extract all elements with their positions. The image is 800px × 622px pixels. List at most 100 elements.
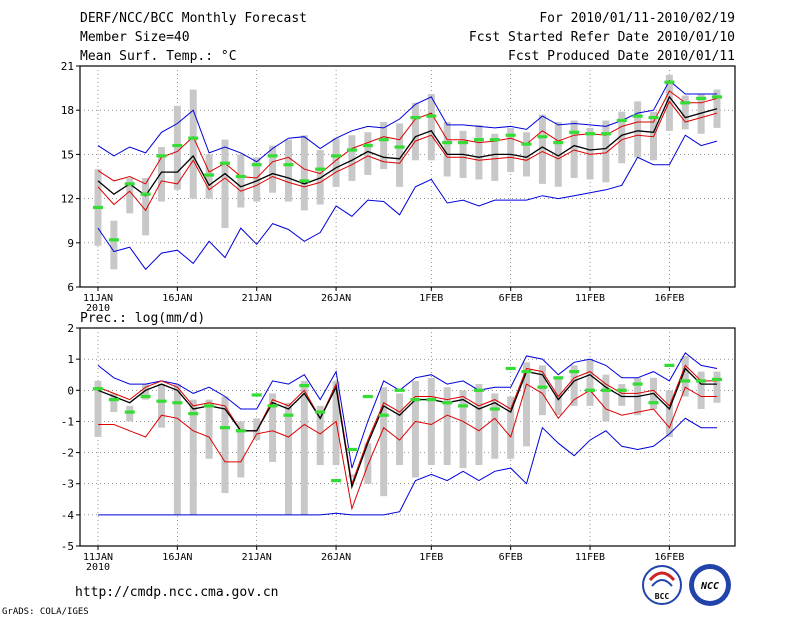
series-line-max (97, 352, 718, 469)
footer-credit: GrADS: COLA/IGES (2, 607, 89, 617)
spread-box (157, 384, 165, 428)
x-tick-label: 1FEB (419, 552, 443, 563)
x-tick-label: 21JAN (242, 293, 272, 304)
spread-box (570, 120, 578, 178)
spread-box (173, 105, 181, 190)
median-marker (378, 138, 389, 142)
x-tick-label: 11FEB (575, 552, 605, 563)
series-line-upper (97, 90, 718, 185)
spread-box (634, 101, 642, 158)
median-marker (93, 205, 103, 210)
spread-box (300, 380, 308, 515)
spread-box (427, 93, 435, 161)
median-marker (362, 143, 373, 148)
spread-box (269, 145, 277, 193)
spread-box (380, 387, 388, 497)
median-marker (712, 377, 722, 381)
precipitation-panel: -5 -4 -3 -2 -1 0 1 2 11JAN 16JAN 21JAN 26JAN 1FEB 6FE… (61, 322, 736, 573)
median-marker (331, 479, 342, 483)
spread-box (332, 138, 340, 187)
median-marker (204, 173, 215, 177)
median-marker (648, 401, 659, 405)
median-marker (553, 141, 564, 145)
y-tick-label: 0 (67, 384, 74, 397)
footer-url[interactable]: http://cmdp.ncc.cma.gov.cn (75, 585, 279, 600)
spread-box (237, 421, 245, 478)
series-line-upper (97, 364, 717, 486)
median-marker (140, 192, 151, 196)
median-marker (505, 366, 516, 371)
spread-box (205, 399, 213, 459)
median-marker (331, 154, 342, 158)
median-marker (712, 95, 722, 99)
median-marker (251, 393, 262, 397)
x-tick-label: 6FEB (499, 293, 523, 304)
median-marker (93, 387, 103, 391)
y-tick-label: -2 (61, 447, 74, 460)
spread-box (300, 135, 308, 211)
series-line-mean (97, 367, 717, 490)
spread-box (380, 121, 388, 170)
series-line-lower (98, 383, 717, 511)
median-marker (219, 426, 230, 430)
x-tick-label: 21JAN (242, 552, 272, 563)
median-marker (251, 163, 262, 167)
median-marker (267, 154, 278, 158)
spread-box (443, 387, 451, 466)
spread-box (189, 89, 197, 199)
median-marker (473, 388, 484, 392)
median-marker (696, 96, 707, 101)
spread-box (173, 384, 181, 515)
x-tick-label: 6FEB (499, 552, 523, 563)
median-marker (315, 167, 326, 171)
spread-box (586, 359, 594, 406)
median-marker (600, 132, 611, 136)
series-line-min (98, 417, 717, 516)
median-marker (299, 384, 310, 388)
median-marker (410, 398, 421, 402)
x-year-label: 2010 (86, 303, 110, 314)
spread-box (523, 132, 531, 177)
precip-panel-title: Prec.: log(mm/d) (80, 311, 205, 326)
spread-box (142, 384, 150, 400)
median-marker (267, 404, 278, 408)
median-marker (442, 401, 453, 405)
x-tick-label: 11FEB (575, 293, 605, 304)
median-marker (124, 182, 135, 186)
spread-box (475, 384, 483, 466)
spread-box (253, 157, 261, 202)
median-marker (632, 382, 643, 386)
spread-box (142, 177, 150, 236)
y-tick-label: 18 (61, 104, 74, 117)
median-marker (235, 174, 246, 179)
median-marker (489, 138, 500, 142)
series-line-min (97, 134, 718, 271)
spread-box (364, 132, 372, 176)
bcc-logo-text: BCC (655, 592, 670, 601)
spread-box (427, 377, 435, 466)
median-marker (426, 114, 437, 118)
median-marker (521, 370, 532, 374)
spread-box (618, 384, 626, 406)
median-marker (346, 447, 357, 452)
spread-box (681, 95, 689, 130)
spread-box (284, 139, 292, 202)
x-tick-label: 26JAN (321, 293, 351, 304)
y-tick-label: -3 (61, 478, 74, 491)
median-marker (299, 179, 310, 183)
median-marker (585, 132, 596, 136)
series-line-lower (97, 100, 718, 212)
x-tick-label: 16JAN (162, 293, 192, 304)
median-marker (283, 163, 294, 167)
median-marker (553, 376, 564, 380)
median-marker (458, 141, 469, 145)
median-marker (124, 410, 135, 414)
x-tick-label: 16FEB (654, 293, 684, 304)
ncc-logo: NCC (689, 564, 731, 606)
header-produced-date: Fcst Produced Date 2010/01/11 (508, 49, 735, 64)
median-marker (680, 379, 691, 383)
median-marker (410, 115, 421, 120)
plot-frame (79, 65, 736, 288)
ncc-logo-text: NCC (700, 581, 719, 592)
